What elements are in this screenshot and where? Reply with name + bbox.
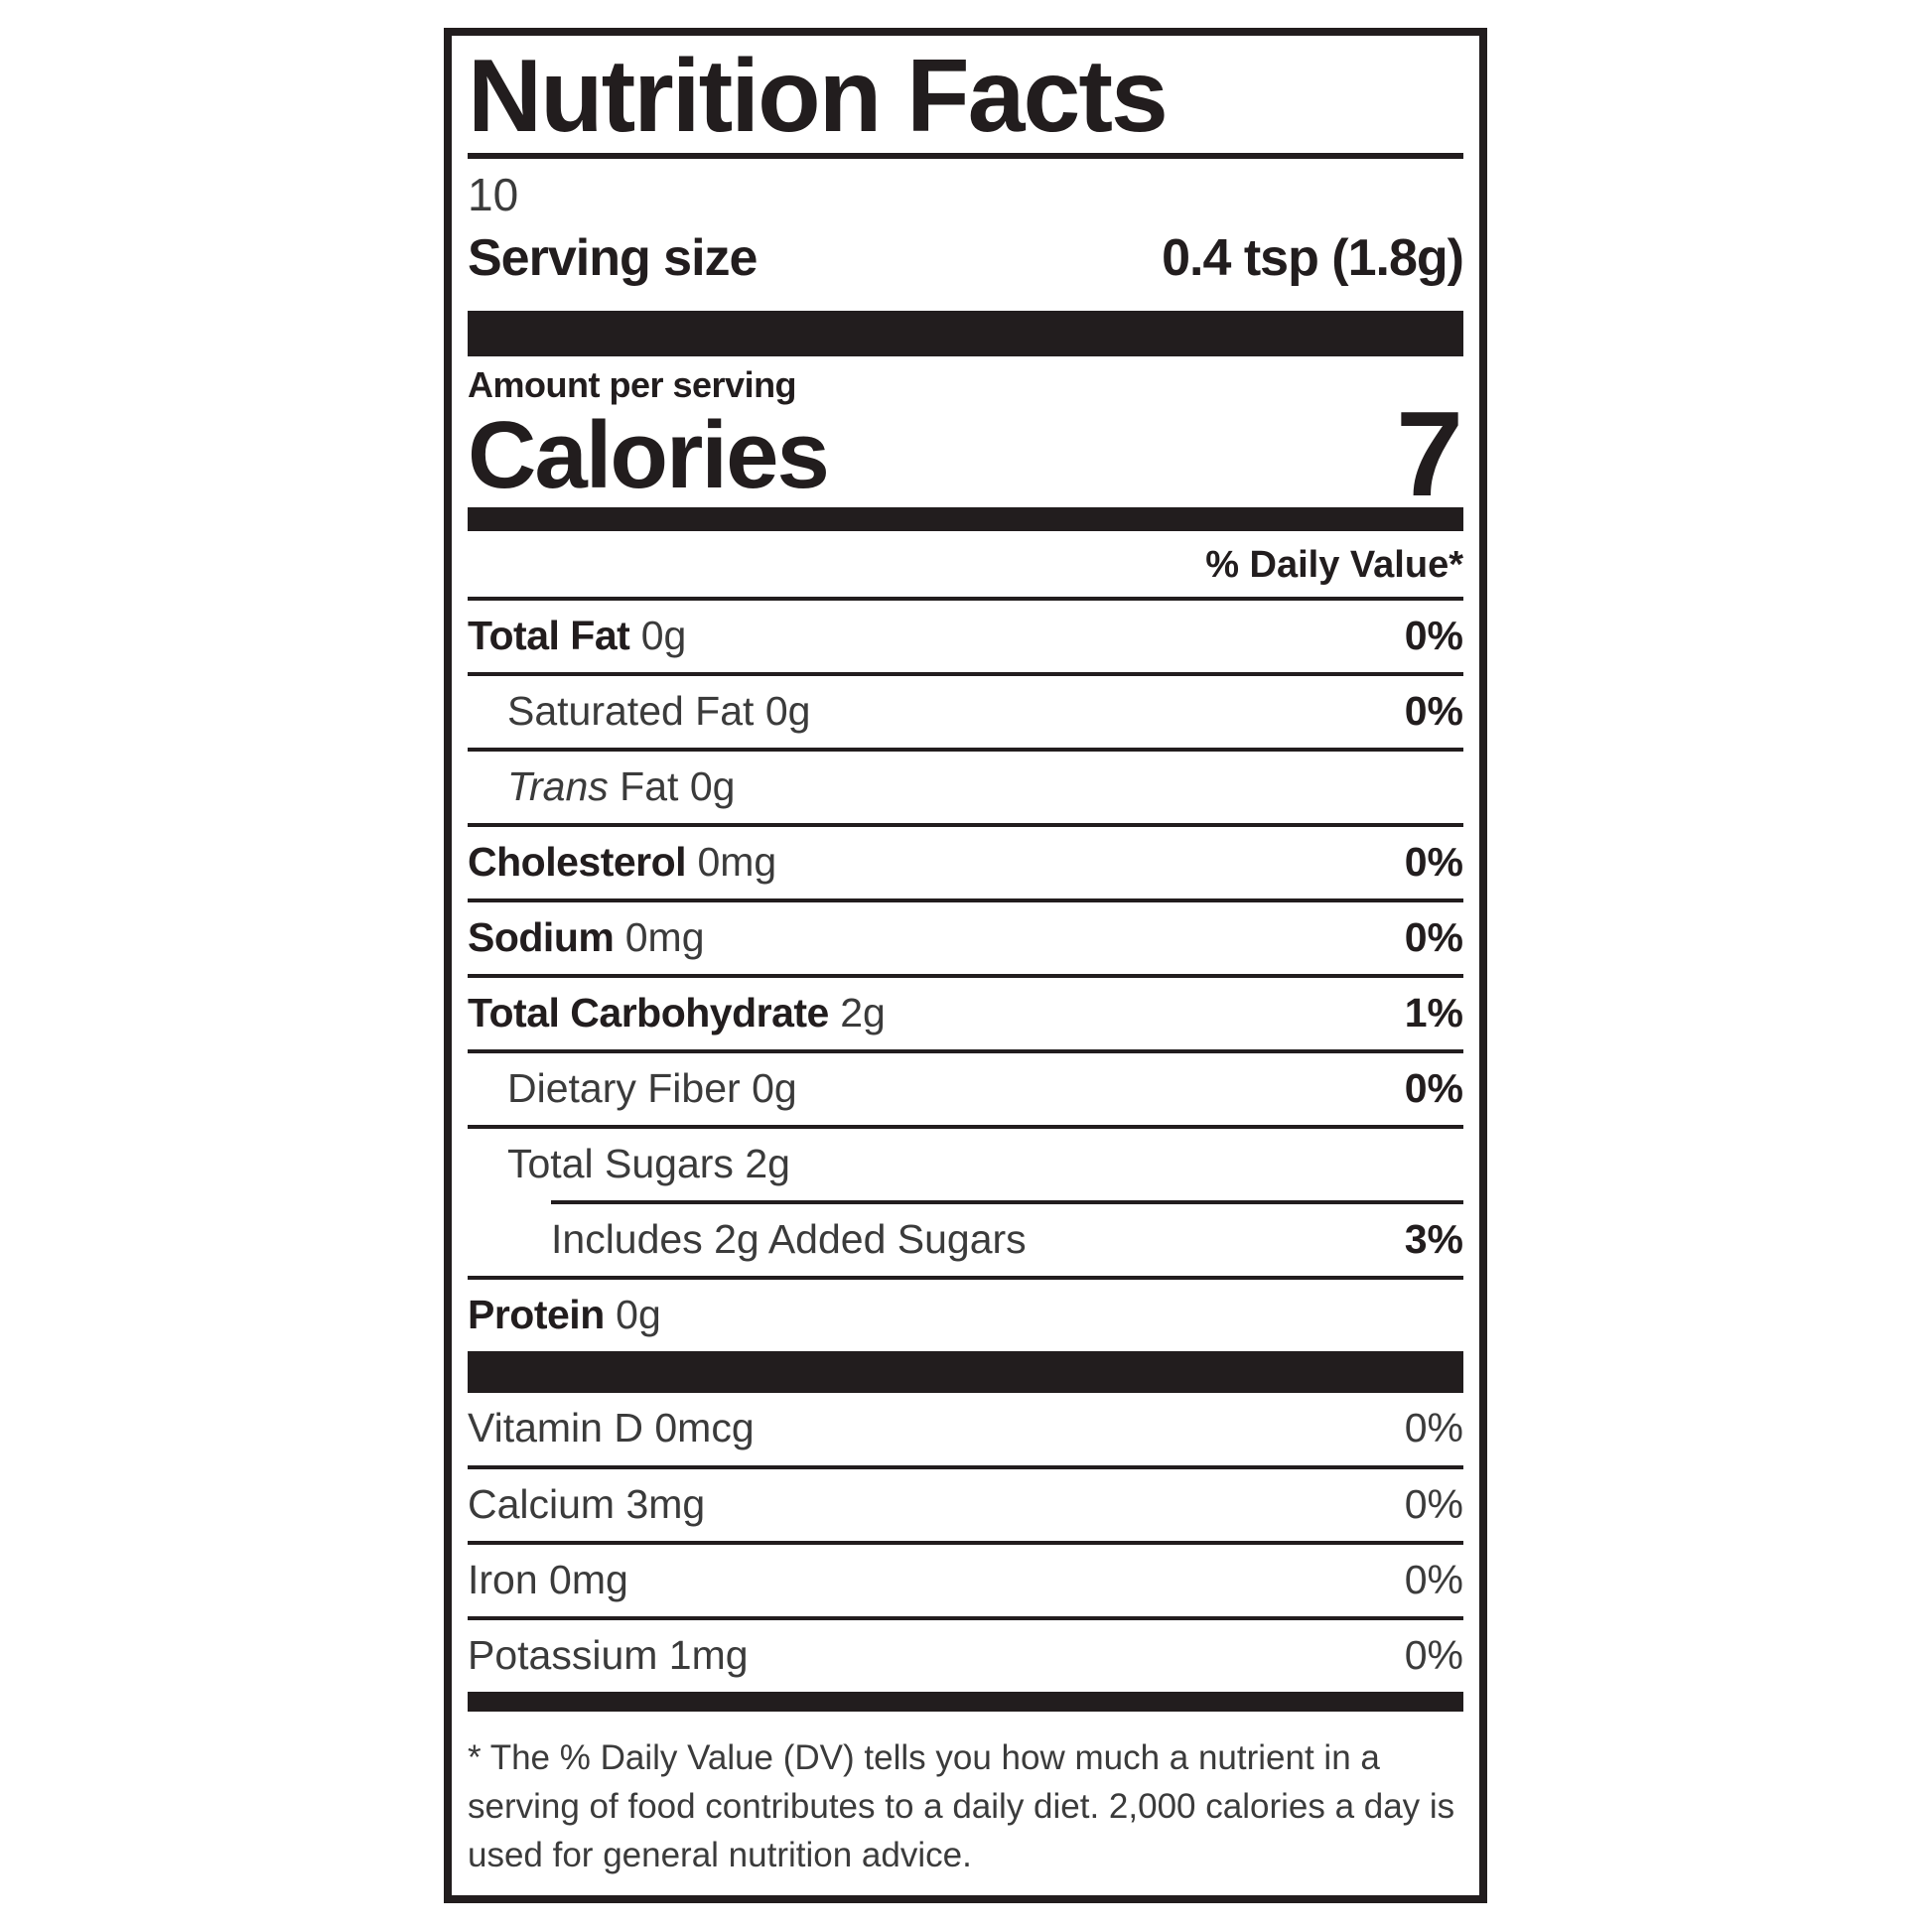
nutrient-amount: 0g: [640, 612, 687, 658]
row-sodium: Sodium 0mg 0%: [468, 902, 1463, 974]
divider: [468, 822, 1463, 827]
micronutrient-name: Iron 0mg: [468, 1556, 628, 1602]
divider: [468, 1615, 1463, 1620]
nutrient-name: Dietary Fiber: [507, 1065, 741, 1112]
row-calcium: Calcium 3mg 0%: [468, 1469, 1463, 1541]
nutrient-amount: 0g: [616, 1292, 661, 1338]
nutrient-name: Includes 2g Added Sugars: [551, 1216, 1027, 1263]
row-iron: Iron 0mg 0%: [468, 1545, 1463, 1616]
daily-value: 0%: [1404, 1480, 1463, 1527]
nutrient-amount: 0mg: [624, 913, 705, 960]
nutrient-text: Dietary Fiber 0g: [468, 1066, 1385, 1111]
daily-value: 0%: [1404, 1556, 1463, 1602]
daily-value-header: % Daily Value*: [1205, 543, 1463, 586]
row-total-fat: Total Fat 0g 0%: [468, 601, 1463, 672]
nutrient-amount: 0g: [752, 1065, 797, 1112]
calories-left: Amount per serving Calories: [468, 364, 830, 508]
nutrient-text: Total Fat 0g: [468, 612, 1385, 658]
row-vitamin-d: Vitamin D 0mcg 0%: [468, 1393, 1463, 1464]
serving-size-value: 0.4 tsp (1.8g): [1162, 228, 1464, 287]
section-bar-footnote: [468, 1691, 1463, 1712]
nutrient-name: Fat: [620, 762, 679, 809]
daily-value: 0%: [1404, 1065, 1463, 1112]
calories-label: Calories: [468, 401, 830, 508]
row-dietary-fiber: Dietary Fiber 0g 0%: [468, 1053, 1463, 1125]
row-total-sugars: Total Sugars 2g: [468, 1129, 1463, 1200]
nutrient-name: Total Carbohydrate: [468, 990, 829, 1036]
daily-value: 0%: [1404, 687, 1463, 734]
micronutrient-name: Vitamin D 0mcg: [468, 1405, 755, 1451]
row-saturated-fat: Saturated Fat 0g 0%: [468, 676, 1463, 748]
nutrient-name: Total Sugars: [507, 1141, 734, 1187]
nutrient-name-italic: Trans: [507, 762, 609, 809]
nutrient-text: Sodium 0mg: [468, 913, 1385, 960]
nutrient-amount: 2g: [840, 990, 886, 1036]
serving-size-label: Serving size: [468, 228, 758, 287]
nutrient-name: Sodium: [468, 913, 615, 960]
daily-value: 0%: [1404, 838, 1463, 885]
nutrient-text: Includes 2g Added Sugars: [468, 1217, 1385, 1262]
calories-section: Amount per serving Calories 7: [468, 356, 1463, 521]
divider: [468, 596, 1463, 601]
daily-value: 0%: [1404, 1405, 1463, 1451]
nutrient-amount: 2g: [745, 1141, 790, 1187]
nutrient-text: Trans Fat 0g: [468, 762, 1444, 809]
calories-value: 7: [1396, 385, 1463, 521]
nutrient-name: Saturated Fat: [507, 687, 755, 734]
daily-value: 0%: [1404, 913, 1463, 960]
nutrient-text: Protein 0g: [468, 1293, 1444, 1337]
nutrient-amount: 0g: [689, 762, 736, 809]
divider: [468, 897, 1463, 902]
nutrient-text: Total Carbohydrate 2g: [468, 990, 1385, 1036]
nutrient-amount: 0g: [764, 687, 811, 734]
row-protein: Protein 0g: [468, 1280, 1463, 1351]
divider: [468, 1049, 1463, 1054]
divider: [468, 1276, 1463, 1281]
divider: [468, 1464, 1463, 1469]
section-bar-calories: [468, 506, 1463, 531]
nutrient-amount: 0mg: [697, 838, 777, 885]
daily-value: 3%: [1404, 1216, 1463, 1263]
micronutrient-name: Calcium 3mg: [468, 1480, 706, 1527]
nutrition-facts-label: Nutrition Facts 10 Serving size 0.4 tsp …: [444, 28, 1487, 1903]
row-added-sugars: Includes 2g Added Sugars 3%: [468, 1204, 1463, 1276]
daily-value: 0%: [1404, 612, 1463, 658]
servings-per-container: 10: [468, 169, 519, 221]
row-trans-fat: Trans Fat 0g: [468, 752, 1463, 823]
nutrient-name: Total Fat: [468, 612, 630, 658]
nutrient-name: Cholesterol: [468, 838, 687, 885]
section-bar-top: [468, 311, 1463, 357]
amount-per-serving-label: Amount per serving: [468, 364, 797, 406]
row-potassium: Potassium 1mg 0%: [468, 1620, 1463, 1692]
divider: [468, 1540, 1463, 1545]
nutrient-text: Saturated Fat 0g: [468, 687, 1385, 734]
divider-indented: [551, 1200, 1463, 1205]
serving-size-row: Serving size 0.4 tsp (1.8g): [468, 227, 1464, 289]
divider: [468, 747, 1463, 752]
nutrient-text: Cholesterol 0mg: [468, 838, 1385, 885]
nutrient-name: Protein: [468, 1292, 605, 1338]
divider: [468, 671, 1463, 676]
nutrient-text: Total Sugars 2g: [468, 1142, 1444, 1186]
section-bar-micronutrients: [468, 1351, 1463, 1394]
row-cholesterol: Cholesterol 0mg 0%: [468, 827, 1463, 898]
divider: [468, 974, 1463, 979]
label-title: Nutrition Facts: [468, 39, 1169, 154]
row-total-carbohydrate: Total Carbohydrate 2g 1%: [468, 978, 1463, 1049]
daily-value: 0%: [1404, 1631, 1463, 1678]
divider: [468, 1125, 1463, 1130]
daily-value-footnote: * The % Daily Value (DV) tells you how m…: [468, 1737, 1455, 1874]
daily-value: 1%: [1404, 990, 1463, 1036]
micronutrient-name: Potassium 1mg: [468, 1631, 749, 1678]
title-divider: [468, 153, 1463, 160]
